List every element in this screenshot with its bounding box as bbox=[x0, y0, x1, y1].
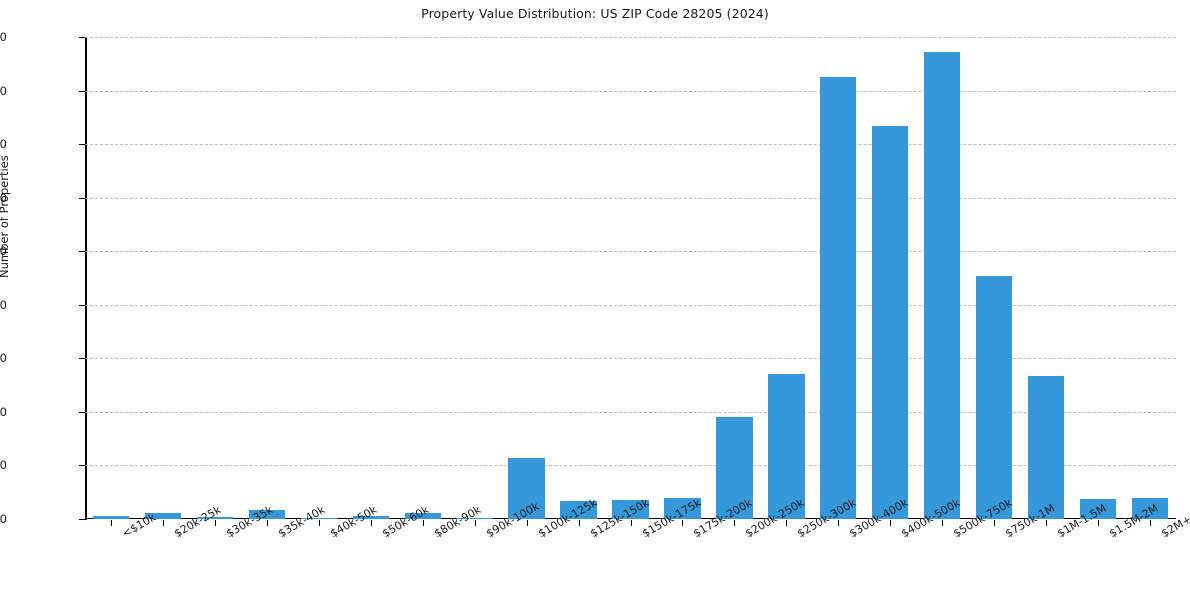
x-tick-mark bbox=[474, 520, 476, 526]
bar bbox=[456, 517, 493, 519]
chart-title: Property Value Distribution: US ZIP Code… bbox=[421, 6, 769, 21]
bar bbox=[508, 458, 545, 519]
x-tick-label: $150k-175k bbox=[640, 496, 703, 540]
gridline bbox=[85, 304, 1176, 306]
y-tick-label: 750 bbox=[0, 351, 7, 366]
x-tick-mark bbox=[214, 520, 216, 526]
bar bbox=[144, 513, 182, 519]
y-tick-label: 2,000 bbox=[0, 83, 7, 98]
x-tick-label: $40k-50k bbox=[327, 503, 380, 541]
x-tick-label: $1.5M-2M bbox=[1107, 501, 1161, 541]
bar bbox=[1027, 375, 1065, 519]
x-tick-mark bbox=[786, 520, 788, 526]
bar bbox=[248, 510, 285, 519]
x-tick-label: $125k-150k bbox=[588, 496, 651, 540]
x-tick-label: <$10k bbox=[119, 510, 159, 541]
x-tick-label: $500k-750k bbox=[951, 496, 1014, 540]
gridline bbox=[85, 358, 1176, 360]
gridline bbox=[85, 465, 1176, 467]
gridline bbox=[85, 90, 1176, 92]
gridline bbox=[85, 144, 1176, 146]
y-tick-mark bbox=[79, 90, 85, 92]
y-axis-line bbox=[85, 37, 87, 520]
x-tick-mark bbox=[994, 520, 996, 526]
bar bbox=[560, 501, 597, 519]
x-tick-mark bbox=[162, 520, 164, 526]
y-tick-label: 1,750 bbox=[0, 137, 7, 152]
bar bbox=[404, 513, 441, 519]
x-tick-label: $200k-250k bbox=[743, 496, 806, 540]
x-tick-mark bbox=[318, 520, 320, 526]
y-tick-label: 1,500 bbox=[0, 190, 7, 205]
x-tick-label: $100k-125k bbox=[536, 496, 599, 540]
bar bbox=[92, 516, 130, 519]
y-tick-mark bbox=[79, 411, 85, 413]
gridline bbox=[85, 251, 1176, 253]
x-tick-mark bbox=[422, 520, 424, 526]
x-tick-mark bbox=[578, 520, 580, 526]
x-tick-label: $20k-25k bbox=[171, 503, 224, 541]
x-tick-label: $30k-35k bbox=[223, 503, 276, 541]
bar-series bbox=[85, 37, 1176, 519]
y-tick-mark bbox=[79, 465, 85, 467]
x-tick-label: $90k-100k bbox=[483, 499, 541, 541]
bar bbox=[300, 517, 337, 519]
x-tick-label: $175k-200k bbox=[691, 496, 754, 540]
y-tick-mark bbox=[79, 251, 85, 253]
bar bbox=[352, 516, 389, 519]
bar bbox=[1131, 497, 1169, 519]
bar bbox=[612, 499, 649, 519]
x-tick-mark bbox=[370, 520, 372, 526]
bar bbox=[196, 517, 234, 519]
y-tick-label: 250 bbox=[0, 458, 7, 473]
x-tick-mark bbox=[942, 520, 944, 526]
y-tick-mark bbox=[79, 519, 85, 520]
x-tick-mark bbox=[1098, 520, 1100, 526]
x-tick-mark bbox=[890, 520, 892, 526]
bar bbox=[820, 76, 857, 519]
x-tick-mark bbox=[1046, 520, 1048, 526]
y-tick-label: 500 bbox=[0, 404, 7, 419]
x-tick-mark bbox=[1150, 520, 1152, 526]
x-tick-label: $2M+ bbox=[1159, 512, 1190, 541]
x-tick-label: $300k-400k bbox=[847, 496, 910, 540]
x-tick-mark bbox=[838, 520, 840, 526]
y-tick-label: 2,250 bbox=[0, 30, 7, 44]
bar bbox=[1079, 498, 1117, 519]
plot-area bbox=[85, 37, 1176, 519]
bar bbox=[768, 373, 805, 519]
bar bbox=[924, 52, 961, 519]
y-tick-label: 1,250 bbox=[0, 244, 7, 259]
x-tick-label: $250k-300k bbox=[795, 496, 858, 540]
y-tick-mark bbox=[79, 144, 85, 146]
y-tick-label: 0 bbox=[0, 512, 7, 526]
bar bbox=[664, 498, 701, 519]
x-tick-mark bbox=[734, 520, 736, 526]
y-tick-mark bbox=[79, 358, 85, 360]
bar bbox=[872, 126, 909, 519]
bar bbox=[975, 276, 1013, 519]
x-tick-label: $400k-500k bbox=[899, 496, 962, 540]
x-tick-label: $750k-1M bbox=[1003, 501, 1058, 541]
y-tick-label: 1,000 bbox=[0, 297, 7, 312]
x-tick-mark bbox=[526, 520, 528, 526]
bar bbox=[716, 416, 753, 519]
gridline bbox=[85, 411, 1176, 413]
gridline bbox=[85, 197, 1176, 199]
x-tick-label: $35k-40k bbox=[275, 503, 328, 541]
y-tick-mark bbox=[79, 304, 85, 306]
y-tick-mark bbox=[79, 197, 85, 199]
gridline bbox=[85, 37, 1176, 38]
y-tick-mark bbox=[79, 37, 85, 38]
x-tick-label: $50k-60k bbox=[379, 503, 432, 541]
x-tick-label: $80k-90k bbox=[431, 503, 483, 541]
x-tick-mark bbox=[630, 520, 632, 526]
x-tick-mark bbox=[266, 520, 268, 526]
x-tick-mark bbox=[110, 520, 112, 526]
x-tick-label: $1M-1.5M bbox=[1055, 501, 1109, 541]
x-tick-mark bbox=[682, 520, 684, 526]
